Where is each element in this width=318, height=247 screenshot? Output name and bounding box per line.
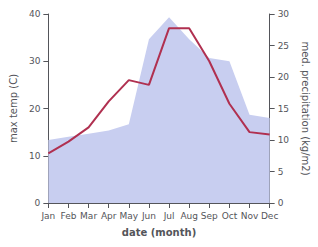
svg-text:40: 40 xyxy=(29,9,41,19)
svg-text:Jun: Jun xyxy=(141,211,156,221)
svg-text:Dec: Dec xyxy=(261,211,278,221)
svg-text:Aug: Aug xyxy=(180,211,198,221)
svg-text:Feb: Feb xyxy=(61,211,77,221)
svg-text:May: May xyxy=(120,211,139,221)
svg-text:15: 15 xyxy=(278,104,289,114)
svg-text:max temp (C): max temp (C) xyxy=(8,74,19,143)
svg-text:Nov: Nov xyxy=(241,211,259,221)
svg-text:25: 25 xyxy=(278,41,289,51)
svg-text:Oct: Oct xyxy=(222,211,238,221)
svg-text:30: 30 xyxy=(29,56,41,66)
svg-text:Apr: Apr xyxy=(101,211,117,221)
svg-text:30: 30 xyxy=(278,9,290,19)
svg-text:0: 0 xyxy=(278,198,284,208)
svg-text:date (month): date (month) xyxy=(122,227,196,238)
svg-text:20: 20 xyxy=(29,104,41,114)
svg-text:10: 10 xyxy=(278,135,290,145)
svg-text:10: 10 xyxy=(29,151,41,161)
svg-text:20: 20 xyxy=(278,72,290,82)
svg-text:Sep: Sep xyxy=(201,211,218,221)
svg-text:Jul: Jul xyxy=(163,211,175,221)
svg-text:0: 0 xyxy=(35,198,41,208)
svg-text:5: 5 xyxy=(278,167,284,177)
svg-text:med. precipitation (kg/m2): med. precipitation (kg/m2) xyxy=(300,41,311,175)
svg-text:Jan: Jan xyxy=(40,211,55,221)
svg-text:Mar: Mar xyxy=(80,211,97,221)
